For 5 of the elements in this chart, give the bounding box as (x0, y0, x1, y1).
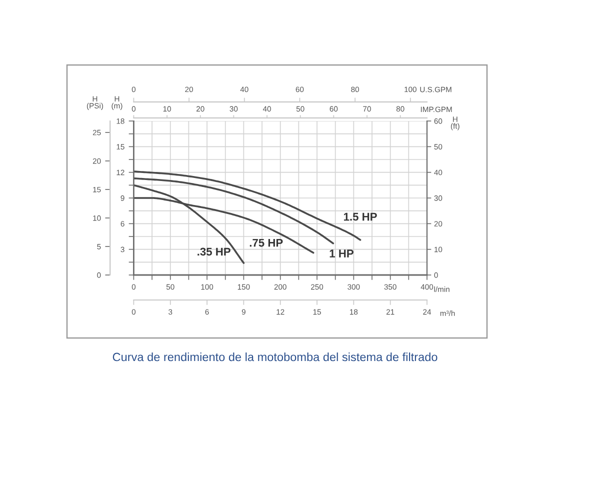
text: Curva de rendimiento de la motobomba del sistema de filtrado (112, 352, 438, 362)
series-label: 1.5 HP (344, 212, 377, 221)
series-label: .35 HP (198, 248, 230, 256)
series-label: 1 HP (330, 250, 354, 258)
series-label: .75 HP (250, 238, 283, 247)
